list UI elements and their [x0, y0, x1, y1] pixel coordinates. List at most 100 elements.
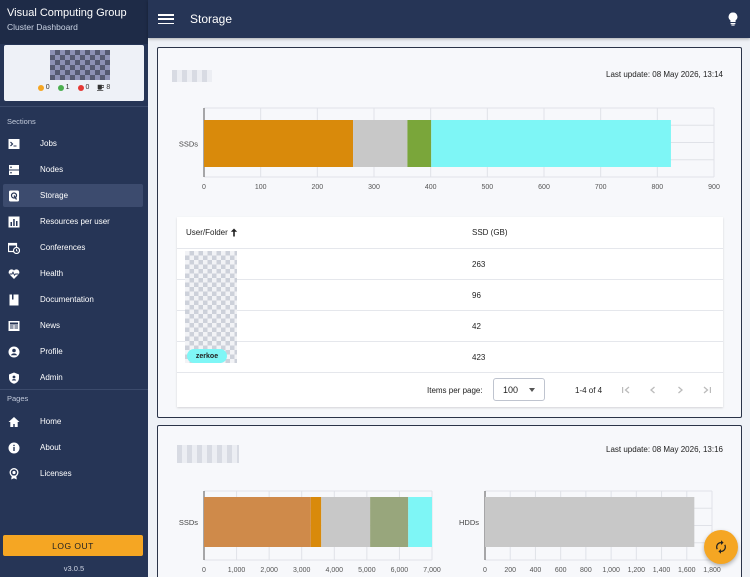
book-icon: [8, 294, 20, 306]
user-card: 0 1 0 8: [4, 45, 144, 101]
x-tick-label: 1,600: [678, 567, 696, 574]
hdd-usage-chart: HDDs 0 200 400 600 800 1,000 1,200 1,400 1,600 1,8…: [459, 490, 721, 574]
last-update: Last update: 08 May 2026, 13:16: [606, 445, 723, 454]
sidebar: Visual Computing Group Cluster Dashboard…: [0, 0, 148, 577]
bar-segment-2[interactable]: [310, 497, 322, 547]
nav-item-storage[interactable]: Storage: [3, 184, 143, 207]
nav-item-conferences[interactable]: Conferences: [3, 236, 143, 259]
category-label: HDDs: [459, 518, 479, 527]
calendar-clock-icon: [8, 242, 20, 254]
stat-value: 1: [65, 84, 70, 91]
nav-item-admin[interactable]: Admin: [3, 366, 143, 389]
bar-segment-5[interactable]: [408, 497, 432, 547]
category-label: SSDs: [179, 518, 198, 527]
column-header-ssd[interactable]: SSD (GB): [472, 228, 508, 237]
nav-label: Documentation: [40, 295, 94, 304]
divider: [0, 389, 148, 390]
x-tick-label: 600: [555, 567, 567, 574]
heart-pulse-icon: [8, 268, 20, 280]
bar-segment-4[interactable]: [370, 497, 409, 547]
x-tick-label: 0: [202, 567, 206, 574]
stat-cups: 8: [97, 84, 110, 91]
ssd-usage-chart: SSDs 0 100 200 300 400 500 600 700 800 900: [179, 107, 720, 191]
nav-label: Health: [40, 269, 64, 278]
nav-item-resources-per-user[interactable]: Resources per user: [3, 210, 143, 233]
usage-table: User/Folder SSD (GB) 263 96 42 423 zerko…: [177, 217, 723, 407]
running-dot-icon: [57, 84, 64, 91]
x-tick-label: 1,400: [653, 567, 671, 574]
sort-arrow-up-icon: [230, 228, 237, 237]
nav-item-home[interactable]: Home: [3, 410, 143, 433]
x-tick-label: 2,000: [260, 567, 278, 574]
nav-item-health[interactable]: Health: [3, 262, 143, 285]
shield-icon: [8, 372, 20, 384]
pending-dot-icon: [37, 84, 44, 91]
x-tick-label: 1,000: [228, 567, 246, 574]
stat-value: 0: [45, 84, 50, 91]
bar-segment-3[interactable]: [407, 120, 432, 167]
bar-segment-4[interactable]: [431, 120, 671, 167]
card-title: [172, 70, 212, 82]
nav-label: Storage: [40, 191, 69, 200]
nav-item-profile[interactable]: Profile: [3, 340, 143, 363]
card-title: [177, 445, 239, 463]
sections-label: Sections: [7, 117, 36, 126]
bar-segment-1[interactable]: [204, 497, 311, 547]
table-row: 423: [177, 342, 723, 373]
refresh-button[interactable]: [704, 530, 738, 564]
chevron-down-icon: [529, 388, 535, 392]
range-label: 1-4 of 4: [575, 386, 603, 395]
bar-segment-3[interactable]: [321, 497, 371, 547]
failed-dot-icon: [77, 84, 84, 91]
table-header: User/Folder SSD (GB): [177, 217, 723, 249]
prev-page-icon[interactable]: [646, 383, 660, 397]
x-tick-label: 800: [651, 184, 663, 191]
nav-item-jobs[interactable]: Jobs: [3, 132, 143, 155]
x-tick-label: 700: [595, 184, 607, 191]
stat-pending: 0: [37, 84, 50, 91]
server-icon: [8, 164, 20, 176]
nav-label: Admin: [40, 373, 63, 382]
nav-label: Jobs: [40, 139, 57, 148]
nav-item-licenses[interactable]: Licenses: [3, 462, 143, 485]
avatar: [50, 50, 110, 80]
bar-segment-1[interactable]: [204, 120, 354, 167]
next-page-icon[interactable]: [673, 383, 687, 397]
logout-button[interactable]: LOG OUT: [3, 535, 143, 556]
chart-icon: [8, 216, 20, 228]
x-tick-label: 1,000: [602, 567, 620, 574]
topbar: Storage: [148, 0, 750, 38]
nav-item-nodes[interactable]: Nodes: [3, 158, 143, 181]
nav-item-news[interactable]: News: [3, 314, 143, 337]
x-tick-label: 6,000: [391, 567, 409, 574]
table-row: 263: [177, 249, 723, 280]
ssd-value: 42: [472, 322, 481, 331]
paginator: Items per page: 100 1-4 of 4: [177, 373, 723, 407]
nav-label: Nodes: [40, 165, 64, 174]
lightbulb-icon[interactable]: [728, 12, 738, 26]
x-tick-label: 1,200: [628, 567, 646, 574]
last-page-icon[interactable]: [700, 383, 714, 397]
sections-nav: Jobs Nodes Storage Resources per user Co…: [3, 132, 143, 392]
first-page-icon[interactable]: [619, 383, 633, 397]
storage-card-1: Last update: 08 May 2026, 13:14 SSDs 0 100…: [157, 47, 742, 418]
menu-icon[interactable]: [158, 12, 174, 26]
version-label: v3.0.5: [63, 564, 85, 573]
column-label: User/Folder: [186, 228, 228, 237]
stat-value: 8: [106, 84, 111, 91]
column-header-user[interactable]: User/Folder: [186, 228, 238, 237]
brand: Visual Computing Group Cluster Dashboard: [0, 0, 148, 44]
pages-label: Pages: [7, 394, 29, 403]
nav-item-about[interactable]: About: [3, 436, 143, 459]
x-tick-label: 0: [202, 184, 206, 191]
user-stats: 0 1 0 8: [4, 84, 144, 91]
items-per-page-select[interactable]: 100: [493, 378, 545, 401]
home-icon: [8, 416, 20, 428]
x-tick-label: 1,800: [703, 567, 721, 574]
bar-segment-1[interactable]: [485, 497, 695, 547]
page-title: Storage: [190, 12, 233, 26]
ssd-usage-chart-2: SSDs 0 1,000 2,000 3,000 4,000 5,000 6,000 7,000: [179, 490, 441, 574]
nav-item-documentation[interactable]: Documentation: [3, 288, 143, 311]
bar-segment-2[interactable]: [353, 120, 408, 167]
info-icon: [8, 442, 20, 454]
